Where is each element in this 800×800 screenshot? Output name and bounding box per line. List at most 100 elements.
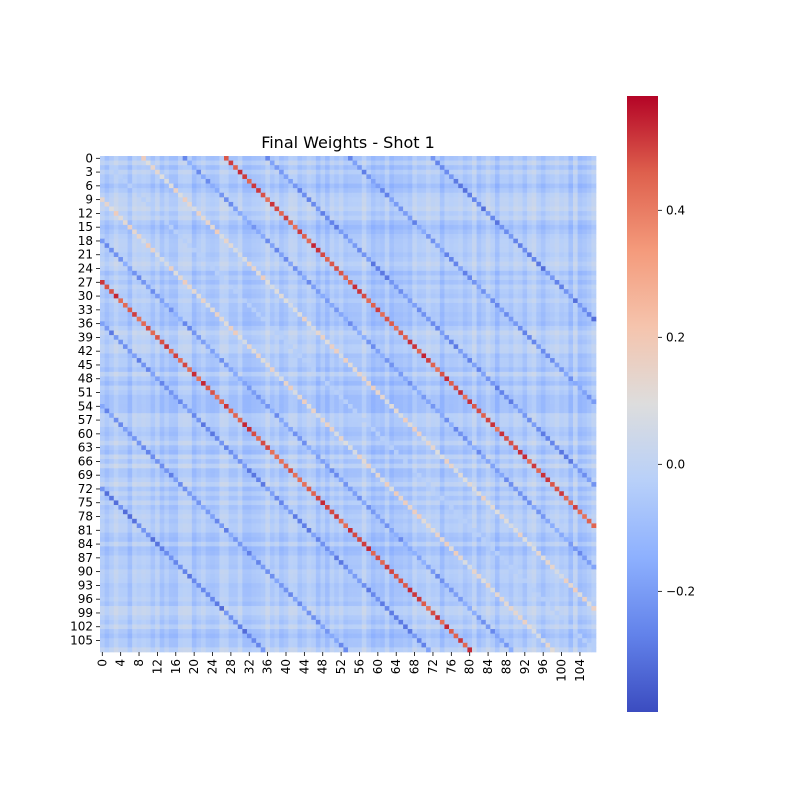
heatmap-cell xyxy=(311,358,317,364)
heatmap-cell xyxy=(586,280,592,285)
heatmap-cell xyxy=(577,243,583,249)
heatmap-cell xyxy=(490,293,496,299)
heatmap-cell xyxy=(536,344,542,350)
heatmap-cell xyxy=(338,302,344,308)
heatmap-cell xyxy=(444,206,450,212)
heatmap-cell xyxy=(150,325,156,331)
heatmap-cell xyxy=(586,252,592,258)
heatmap-cell xyxy=(214,289,220,295)
heatmap-cell xyxy=(141,215,147,221)
heatmap-cell xyxy=(586,321,592,327)
heatmap-cell xyxy=(577,220,583,226)
heatmap-cell xyxy=(370,293,376,299)
heatmap-cell xyxy=(361,348,367,354)
heatmap-cell xyxy=(224,160,229,166)
heatmap-cell xyxy=(159,224,165,230)
heatmap-cell xyxy=(269,247,275,253)
heatmap-cell xyxy=(393,197,399,203)
heatmap-cell xyxy=(338,284,344,290)
heatmap-cell xyxy=(472,293,477,299)
heatmap-cell xyxy=(573,280,578,285)
heatmap-cell xyxy=(343,252,349,258)
heatmap-cell xyxy=(370,261,376,267)
heatmap-cell xyxy=(214,252,220,258)
heatmap-cell xyxy=(536,325,542,331)
heatmap-cell xyxy=(104,307,110,313)
heatmap-cell xyxy=(527,156,533,161)
heatmap-cell xyxy=(490,358,496,364)
heatmap-cell xyxy=(467,362,473,368)
heatmap-cell xyxy=(164,234,170,240)
heatmap-cell xyxy=(499,275,505,281)
heatmap-cell xyxy=(380,165,386,171)
heatmap-cell xyxy=(522,183,528,189)
heatmap-cell xyxy=(191,280,197,285)
heatmap-cell xyxy=(550,330,556,336)
heatmap-cell xyxy=(246,275,252,281)
heatmap-cell xyxy=(210,247,216,253)
heatmap-cell xyxy=(494,335,500,341)
heatmap-cell xyxy=(577,206,583,212)
heatmap-cell xyxy=(348,188,353,194)
heatmap-cell xyxy=(366,321,372,327)
heatmap-cell xyxy=(444,224,450,230)
heatmap-cell xyxy=(136,335,142,341)
heatmap-cell xyxy=(444,183,450,189)
heatmap-cell xyxy=(485,206,491,212)
heatmap-cell xyxy=(416,330,422,336)
heatmap-cell xyxy=(366,160,372,166)
heatmap-cell xyxy=(201,243,206,249)
heatmap-cell xyxy=(104,266,110,272)
heatmap-cell xyxy=(306,293,312,299)
heatmap-cell xyxy=(591,307,597,313)
heatmap-cell xyxy=(444,238,450,244)
heatmap-cell xyxy=(370,358,376,364)
heatmap-cell xyxy=(265,316,271,322)
heatmap-cell xyxy=(279,247,285,253)
heatmap-cell xyxy=(403,224,409,230)
heatmap-cell xyxy=(311,169,317,175)
heatmap-cell xyxy=(416,252,422,258)
heatmap-cell xyxy=(536,284,542,290)
heatmap-cell xyxy=(159,201,165,207)
heatmap-cell xyxy=(449,220,454,226)
heatmap-cell xyxy=(490,188,496,194)
heatmap-cell xyxy=(458,234,464,240)
heatmap-cell xyxy=(439,238,445,244)
heatmap-cell xyxy=(109,169,115,175)
heatmap-cell xyxy=(426,289,432,295)
heatmap-cell xyxy=(196,238,202,244)
heatmap-cell xyxy=(237,275,243,281)
heatmap-cell xyxy=(122,261,128,267)
heatmap-cell xyxy=(421,178,427,184)
heatmap-cell xyxy=(178,247,184,253)
heatmap-cell xyxy=(573,362,578,368)
heatmap-cell xyxy=(577,293,583,299)
heatmap-cell xyxy=(155,243,161,249)
heatmap-cell xyxy=(508,312,514,318)
heatmap-cell xyxy=(191,302,197,308)
heatmap-cell xyxy=(527,261,533,267)
heatmap-cell xyxy=(132,289,138,295)
heatmap-cell xyxy=(508,211,514,217)
heatmap-cell xyxy=(412,266,418,272)
heatmap-cell xyxy=(591,339,597,345)
heatmap-cell xyxy=(504,229,510,235)
heatmap-cell xyxy=(568,298,574,304)
heatmap-cell xyxy=(513,298,519,304)
heatmap-cell xyxy=(517,234,523,240)
heatmap-cell xyxy=(527,174,533,180)
heatmap-cell xyxy=(159,298,165,304)
heatmap-cell xyxy=(292,247,298,253)
heatmap-cell xyxy=(504,197,510,203)
heatmap-cell xyxy=(398,339,404,345)
heatmap-cell xyxy=(370,275,376,281)
heatmap-cell xyxy=(274,312,280,318)
heatmap-cell xyxy=(228,160,234,166)
heatmap-cell xyxy=(531,362,537,368)
heatmap-cell xyxy=(168,215,174,221)
heatmap-cell xyxy=(173,215,179,221)
heatmap-cell xyxy=(348,312,353,318)
heatmap-cell xyxy=(398,211,404,217)
heatmap-cell xyxy=(554,201,560,207)
